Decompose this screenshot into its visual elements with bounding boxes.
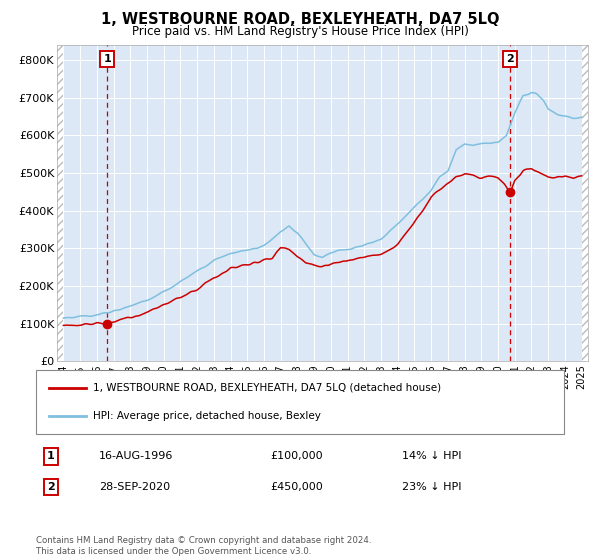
Text: 2: 2 (47, 482, 55, 492)
Text: 1, WESTBOURNE ROAD, BEXLEYHEATH, DA7 5LQ (detached house): 1, WESTBOURNE ROAD, BEXLEYHEATH, DA7 5LQ… (93, 382, 441, 393)
Text: 2: 2 (506, 54, 514, 64)
Text: £100,000: £100,000 (270, 451, 323, 461)
FancyBboxPatch shape (36, 370, 564, 434)
Bar (57, 45, 64, 361)
Text: 1, WESTBOURNE ROAD, BEXLEYHEATH, DA7 5LQ: 1, WESTBOURNE ROAD, BEXLEYHEATH, DA7 5LQ (101, 12, 499, 27)
Text: 23% ↓ HPI: 23% ↓ HPI (402, 482, 461, 492)
Text: Price paid vs. HM Land Registry's House Price Index (HPI): Price paid vs. HM Land Registry's House … (131, 25, 469, 38)
Text: Contains HM Land Registry data © Crown copyright and database right 2024.
This d: Contains HM Land Registry data © Crown c… (36, 536, 371, 556)
Text: £450,000: £450,000 (270, 482, 323, 492)
Bar (581, 45, 588, 361)
Text: 16-AUG-1996: 16-AUG-1996 (99, 451, 173, 461)
Text: 14% ↓ HPI: 14% ↓ HPI (402, 451, 461, 461)
Text: HPI: Average price, detached house, Bexley: HPI: Average price, detached house, Bexl… (93, 411, 321, 421)
Text: 1: 1 (47, 451, 55, 461)
Text: 1: 1 (103, 54, 111, 64)
Text: 28-SEP-2020: 28-SEP-2020 (99, 482, 170, 492)
